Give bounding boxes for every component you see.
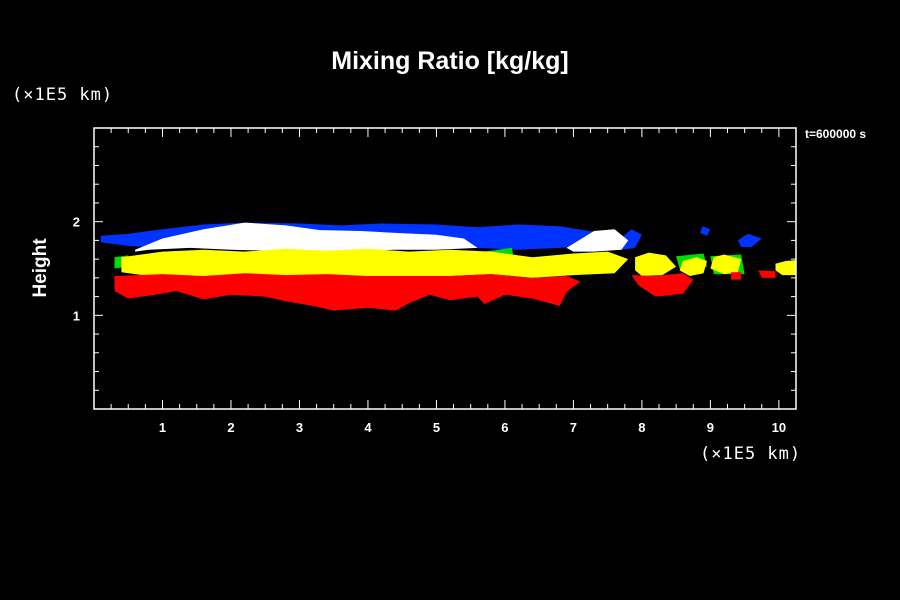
y-tick-label-1: 1 <box>73 308 80 323</box>
yellow-region-1 <box>635 252 677 276</box>
chart-title: Mixing Ratio [kg/kg] <box>331 47 569 75</box>
data-regions <box>100 222 796 311</box>
plot-frame <box>93 127 797 410</box>
y-axis-unit: (×1E5 km) <box>12 85 114 105</box>
yellow-region-0 <box>121 248 629 279</box>
white-region-1 <box>566 229 629 252</box>
red-region-1 <box>631 273 694 297</box>
x-tick-label-9: 9 <box>707 420 714 435</box>
red-region-2 <box>730 272 742 280</box>
white-region-0 <box>135 222 478 252</box>
blue-region-3 <box>737 233 762 247</box>
x-tick-label-4: 4 <box>364 420 372 435</box>
yellow-region-3 <box>710 254 742 275</box>
axes: 1 2 3 4 5 6 7 8 9 10 1 2 <box>73 128 796 435</box>
x-axis-unit: (×1E5 km) <box>700 444 802 464</box>
x-tick-label-1: 1 <box>159 420 166 435</box>
x-tick-label-10: 10 <box>772 420 786 435</box>
blue-region-2 <box>700 226 711 236</box>
yellow-region-4 <box>775 260 796 276</box>
x-tick-label-7: 7 <box>570 420 577 435</box>
y-tick-label-2: 2 <box>73 215 80 230</box>
yellow-region-2 <box>679 257 707 276</box>
x-tick-label-6: 6 <box>501 420 508 435</box>
x-tick-label-3: 3 <box>296 420 303 435</box>
x-tick-label-2: 2 <box>227 420 234 435</box>
time-label: t=600000 s <box>805 127 867 141</box>
x-tick-label-8: 8 <box>638 420 645 435</box>
x-tick-label-5: 5 <box>433 420 440 435</box>
red-region-0 <box>114 273 581 311</box>
red-region-3 <box>758 270 776 278</box>
